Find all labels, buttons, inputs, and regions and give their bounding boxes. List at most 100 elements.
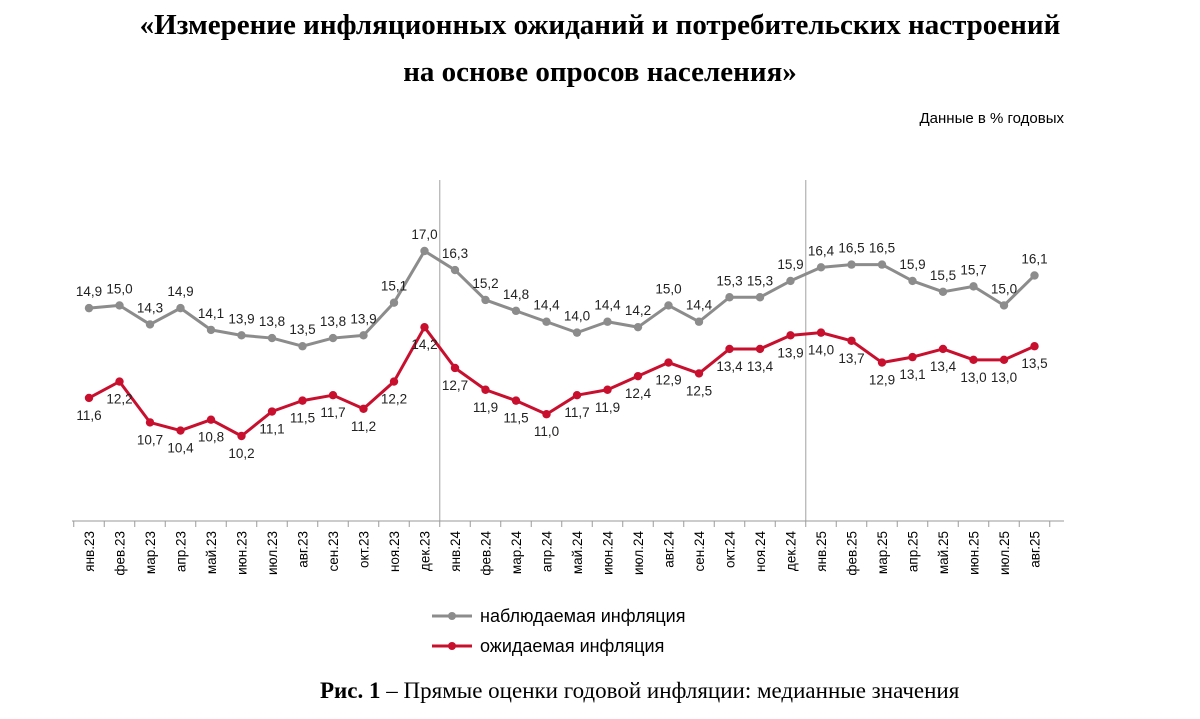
data-label: 15,7 (960, 262, 986, 277)
data-point (176, 303, 185, 313)
data-point (572, 390, 582, 400)
data-point (511, 396, 521, 405)
data-label: 15,3 (747, 273, 773, 288)
data-label: 11,9 (595, 400, 620, 415)
data-point (664, 358, 673, 367)
x-tick-label: мар.23 (143, 531, 158, 574)
series-line (88, 249, 1036, 348)
legend-observed-marker (448, 612, 456, 620)
x-tick-label: авг.24 (662, 531, 677, 568)
data-point (1030, 271, 1039, 280)
x-tick-label: ноя.23 (387, 531, 402, 572)
data-point (725, 293, 734, 302)
data-label: 11,6 (76, 408, 101, 423)
data-label: 12,7 (442, 378, 468, 393)
data-point (755, 344, 765, 354)
data-point (328, 390, 338, 400)
data-label: 10,8 (198, 430, 224, 445)
data-label: 13,5 (1021, 356, 1047, 371)
year-dividers (439, 180, 807, 521)
data-label: 16,5 (869, 241, 895, 256)
chart-title: «Измерение инфляционных ожиданий и потре… (0, 2, 1200, 96)
x-tick-label: ноя.24 (753, 531, 768, 573)
data-label: 13,0 (991, 370, 1017, 385)
data-point (481, 295, 490, 305)
x-tick-label: янв.23 (82, 531, 97, 572)
x-tick-label: янв.24 (448, 531, 463, 572)
x-tick-label: июн.23 (235, 531, 250, 575)
data-label: 12,2 (106, 392, 132, 407)
data-point (847, 336, 856, 345)
data-label: 14,9 (76, 284, 102, 299)
data-label: 15,2 (472, 276, 498, 291)
data-label: 16,5 (838, 241, 864, 256)
data-label: 14,2 (411, 337, 437, 352)
data-point (908, 352, 917, 362)
data-label: 10,2 (228, 446, 254, 461)
x-tick-label: авг.25 (1028, 531, 1043, 568)
data-label: 15,9 (777, 257, 803, 272)
data-point (694, 317, 704, 326)
series-line (88, 325, 1036, 438)
data-point (450, 363, 460, 373)
data-label: 14,4 (533, 298, 560, 313)
legend-item-expected: ожидаемая инфляция (432, 636, 664, 656)
data-label: 14,8 (503, 287, 529, 302)
x-tick-label: фев.23 (113, 531, 128, 576)
data-label: 14,3 (137, 300, 163, 315)
data-label: 13,8 (259, 314, 285, 329)
data-point (267, 333, 277, 343)
data-label: 15,5 (930, 268, 956, 283)
legend-expected-label: ожидаемая инфляция (480, 636, 664, 656)
data-point (359, 404, 368, 413)
data-label: 15,0 (991, 281, 1017, 296)
expected-inflation-series: 11,6 12,2 10,7 10,4 10,8 10,2 11,1 11,5 11,7 11,2… (76, 322, 1048, 461)
data-label: 16,3 (442, 246, 468, 261)
data-point (420, 322, 429, 332)
data-label: 11,0 (534, 424, 559, 439)
units-note: Данные в % годовых (919, 110, 1065, 127)
data-point (694, 369, 704, 378)
data-point (938, 287, 948, 297)
legend-observed-label: наблюдаемая инфляция (480, 606, 686, 626)
data-point (420, 246, 429, 256)
x-tick-label: фев.24 (479, 531, 494, 576)
data-point (176, 426, 185, 435)
data-point (664, 301, 673, 310)
data-label: 11,1 (259, 422, 284, 437)
data-label: 11,7 (320, 405, 345, 420)
data-point (969, 355, 978, 365)
data-label: 12,9 (869, 373, 895, 388)
data-label: 17,0 (411, 227, 437, 242)
title-line-2: на основе опросов населения» (403, 56, 797, 88)
data-point (298, 396, 307, 405)
data-label: 11,9 (473, 400, 498, 415)
data-point (633, 371, 643, 381)
data-point (603, 317, 612, 326)
x-tick-label: окт.23 (357, 531, 372, 568)
data-label: 11,7 (564, 405, 589, 420)
x-tick-label: июн.24 (601, 531, 616, 575)
x-tick-label: июл.23 (265, 531, 280, 575)
data-point (969, 282, 978, 291)
title-line-1: «Измерение инфляционных ожиданий и потре… (139, 9, 1061, 41)
x-tick-label: дек.23 (418, 531, 433, 571)
data-point (206, 325, 216, 335)
data-point (389, 377, 399, 386)
legend-expected-marker (448, 642, 456, 650)
x-tick-label: май.25 (936, 531, 951, 574)
x-tick-label: авг.23 (296, 531, 311, 568)
data-label: 12,5 (686, 383, 712, 398)
x-tick-label: июл.24 (631, 531, 646, 576)
x-tick-label: май.23 (204, 531, 219, 574)
x-tick-label: янв.25 (814, 531, 829, 572)
data-point (572, 328, 582, 337)
caption-bold: Рис. 1 (320, 678, 381, 703)
data-point (816, 263, 826, 272)
data-label: 14,4 (594, 298, 621, 313)
data-label: 14,0 (564, 309, 590, 324)
figure-caption: Рис. 1 – Прямые оценки годовой инфляции:… (320, 678, 959, 704)
data-point (237, 331, 246, 340)
data-label: 15,0 (106, 281, 132, 296)
x-tick-label: июн.25 (967, 531, 982, 575)
